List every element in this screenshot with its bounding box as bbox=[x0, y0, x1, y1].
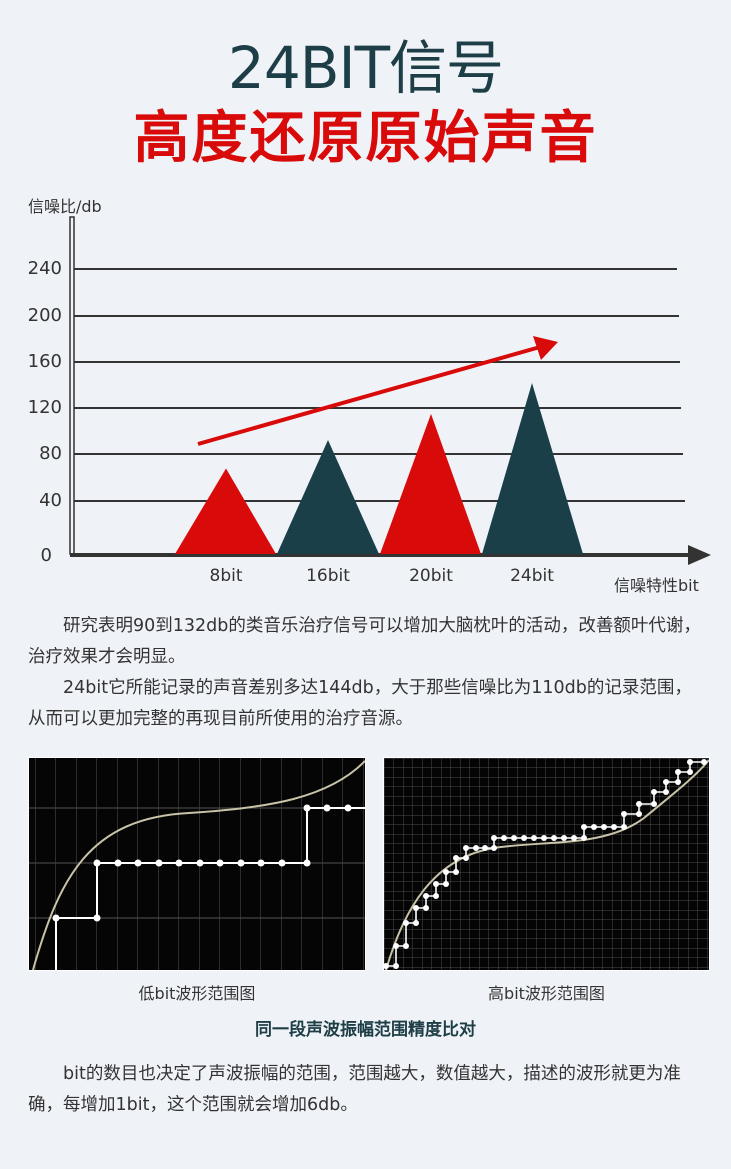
trend-arrow-head-icon bbox=[533, 336, 558, 360]
paragraph-research: 研究表明90到132db的类音乐治疗信号可以增加大脑枕叶的活动，改善额叶代谢，治… bbox=[28, 616, 701, 667]
y-tick: 0 bbox=[40, 545, 52, 566]
y-tick: 160 bbox=[27, 351, 62, 372]
triangle-16bit bbox=[277, 440, 379, 554]
y-tick: 120 bbox=[27, 397, 62, 418]
chart-graphics bbox=[69, 216, 711, 565]
low-bit-caption: 低bit波形范围图 bbox=[138, 984, 256, 1003]
high-bit-caption: 高bit波形范围图 bbox=[488, 984, 605, 1003]
x-tick: 24bit bbox=[510, 566, 554, 586]
low-bit-waveform-image bbox=[28, 757, 366, 971]
high-bit-waveform-graphic bbox=[383, 758, 710, 971]
low-bit-waveform-graphic bbox=[29, 758, 366, 971]
high-bit-waveform-image bbox=[383, 757, 710, 971]
triangle-20bit bbox=[380, 413, 481, 554]
x-tick: 20bit bbox=[409, 566, 453, 586]
trend-arrow bbox=[197, 345, 541, 446]
x-axis-arrow-icon bbox=[688, 545, 711, 565]
x-tick: 8bit bbox=[209, 566, 243, 586]
page-subtitle: 高度还原原始声音 bbox=[133, 106, 598, 171]
x-tick: 16bit bbox=[306, 566, 350, 586]
x-axis-label: 信噪特性bit bbox=[614, 576, 699, 595]
y-axis bbox=[69, 216, 75, 555]
gridlines bbox=[74, 268, 685, 502]
snr-chart: 信噪比/db 240 200 160 120 80 40 0 8bit 16bi… bbox=[0, 185, 731, 605]
page-title: 24BIT信号 bbox=[227, 34, 504, 102]
comparison-title: 同一段声波振幅范围精度比对 bbox=[255, 1020, 476, 1040]
paragraph-bit-range: bit的数目也决定了声波振幅的范围，范围越大，数值越大，描述的波形就更为准确，每… bbox=[28, 1064, 681, 1115]
y-axis-label: 信噪比/db bbox=[28, 197, 102, 216]
y-tick: 200 bbox=[27, 305, 62, 326]
y-tick: 80 bbox=[39, 443, 62, 464]
y-tick: 240 bbox=[27, 258, 62, 279]
y-tick: 40 bbox=[39, 490, 62, 511]
triangle-24bit bbox=[482, 383, 583, 554]
paragraph-24bit: 24bit它所能记录的声音差别多达144db，大于那些信噪比为110db的记录范… bbox=[28, 678, 692, 729]
triangle-8bit bbox=[175, 468, 276, 554]
